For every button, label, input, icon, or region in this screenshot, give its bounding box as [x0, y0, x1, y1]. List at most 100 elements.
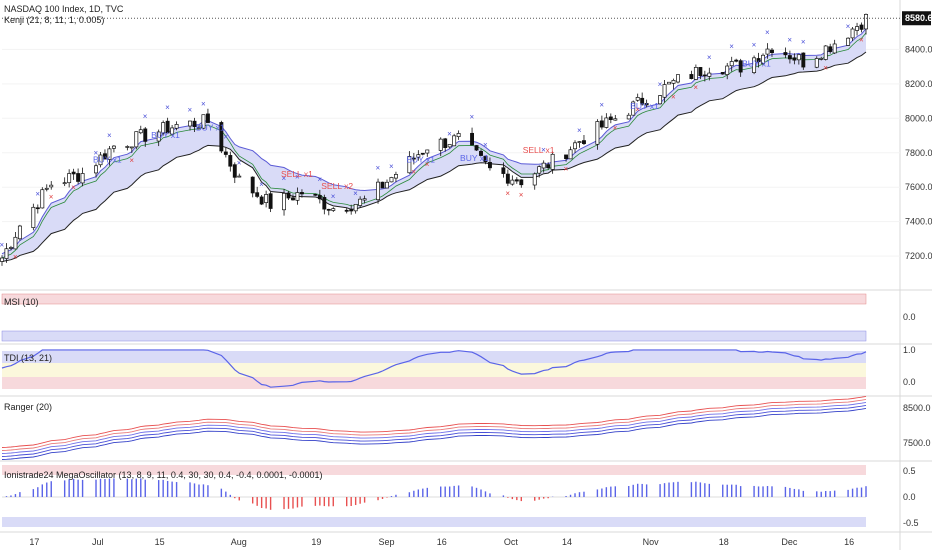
ranger-band-line — [1, 401, 867, 454]
candle-body — [550, 153, 555, 170]
signal-cross-marker: × — [846, 22, 851, 31]
symbol-title: NASDAQ 100 Index, 1D, TVC — [4, 4, 124, 14]
buy-signal-label: BUY x1 — [742, 58, 771, 68]
mega-histogram-bar — [328, 497, 330, 507]
candle-body — [156, 131, 161, 142]
mega-histogram-bar — [726, 484, 728, 497]
candle-body — [470, 132, 475, 146]
mega-histogram-bar — [287, 497, 290, 509]
signal-cross-marker: × — [505, 189, 510, 198]
candle-body — [107, 148, 112, 160]
mega-histogram-bar — [757, 486, 760, 497]
mega-histogram-bar — [507, 497, 509, 498]
candle-body — [35, 207, 40, 210]
candle-body — [44, 187, 49, 190]
candle-body — [259, 196, 264, 205]
mega-histogram-bar — [350, 497, 352, 506]
mega-histogram-bar — [610, 486, 612, 497]
candle-body — [219, 122, 224, 152]
mega-histogram-bar — [314, 497, 317, 506]
y-tick-label: 8200.0 — [905, 79, 932, 89]
mega-histogram-bar — [346, 497, 348, 507]
signal-cross-marker: × — [859, 35, 864, 44]
candle-body — [864, 14, 868, 30]
signal-cross-marker: × — [353, 189, 358, 198]
mega-histogram-bar — [193, 483, 196, 497]
mega-histogram-bar — [198, 484, 200, 497]
mega-histogram-bar — [565, 496, 567, 497]
mega-histogram-bar — [157, 480, 160, 497]
candle-body — [850, 28, 855, 39]
mega-histogram-bar — [19, 492, 21, 497]
candle-body — [165, 120, 170, 134]
y-tick-label: 7200.0 — [905, 251, 932, 261]
signal-cross-marker: × — [71, 183, 76, 192]
candle-body — [362, 198, 367, 201]
candle-body — [613, 118, 618, 121]
candle-body — [286, 192, 291, 199]
candle-body — [411, 157, 416, 160]
y-tick-label: 7600.0 — [905, 182, 932, 192]
signal-cross-marker: × — [411, 167, 416, 176]
mega-histogram-bar — [583, 491, 585, 497]
mega-histogram-bar — [63, 480, 66, 497]
x-tick-label: Sep — [379, 537, 395, 547]
buy-signal-label: BUY x1 — [460, 153, 489, 163]
candle-body — [819, 57, 824, 60]
candle-body — [4, 248, 9, 259]
mega-histogram-bar — [229, 494, 232, 497]
candle-body — [138, 129, 143, 134]
mega-histogram-bar — [677, 481, 679, 497]
signal-cross-marker: × — [765, 28, 770, 37]
candle-body — [174, 124, 179, 129]
tdi-tick-top: 1.0 — [903, 345, 916, 355]
mega-histogram-bar — [301, 497, 303, 507]
candle-body — [161, 122, 166, 134]
candle-body — [0, 257, 4, 262]
candle-body — [546, 164, 551, 169]
mega-histogram-bar — [225, 491, 227, 497]
ranger-tick-top: 8500.0 — [903, 403, 931, 413]
mega-histogram-bar — [708, 483, 711, 497]
x-tick-label: 14 — [562, 537, 572, 547]
mega-histogram-bar — [636, 483, 639, 497]
candle-body — [474, 145, 479, 151]
mega-histogram-bar — [108, 478, 111, 497]
candle-body — [595, 121, 600, 145]
mega-tick-mid: 0.0 — [903, 492, 916, 502]
candle-body — [608, 116, 613, 120]
mega-histogram-bar — [645, 484, 648, 497]
candle-body — [443, 138, 448, 148]
mega-histogram-bar — [68, 479, 70, 497]
signal-cross-marker: × — [237, 159, 242, 168]
candle-body — [98, 154, 103, 166]
last-price-label: 8580.6 — [905, 13, 932, 23]
signal-cross-marker: × — [317, 175, 322, 184]
mega-histogram-bar — [453, 485, 455, 497]
candle-body — [537, 166, 542, 174]
candle-body — [738, 60, 743, 73]
mega-histogram-bar — [296, 497, 299, 508]
mega-histogram-bar — [72, 478, 75, 497]
candle-body — [385, 181, 389, 189]
mega-histogram-bar — [704, 483, 706, 497]
mega-histogram-bar — [663, 483, 666, 497]
candle-body — [111, 145, 116, 149]
ranger-band-line — [1, 407, 867, 460]
candle-body — [313, 193, 318, 196]
candle-body — [658, 95, 663, 105]
candle-body — [192, 120, 197, 127]
candle-body — [676, 74, 680, 83]
mega-histogram-bar — [131, 479, 133, 497]
candle-body — [689, 74, 694, 80]
candle-body — [483, 155, 488, 163]
candle-body — [232, 164, 237, 178]
mega-histogram-bar — [569, 494, 572, 497]
indicator-title: Kenji (21, 8, 11, 1, 0.005) — [4, 15, 105, 25]
mega-histogram-bar — [722, 484, 724, 497]
mega-histogram-bar — [784, 486, 787, 497]
candle-body — [720, 72, 725, 75]
tdi-line — [1, 349, 867, 388]
candle-body — [250, 176, 255, 194]
